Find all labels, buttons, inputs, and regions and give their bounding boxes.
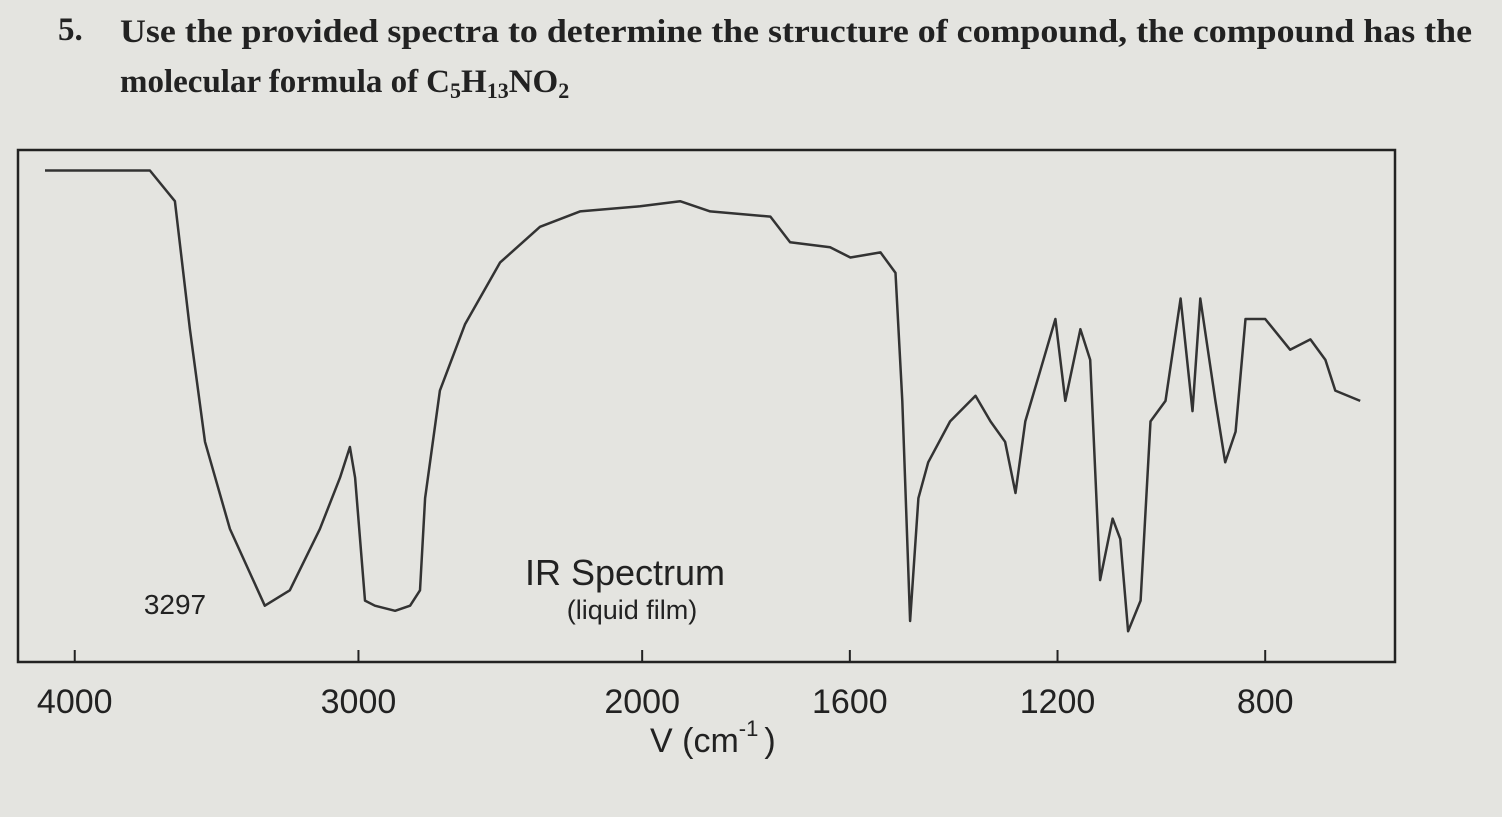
x-tick-label: 4000 <box>37 683 113 721</box>
question-number: 5. <box>58 12 83 48</box>
formula-part: C <box>426 64 450 100</box>
formula-part: H <box>461 64 487 100</box>
x-tick-label: 1200 <box>1020 683 1096 721</box>
x-tick-label: 1600 <box>812 683 888 721</box>
formula-part: O <box>533 64 559 100</box>
question-line: Use the provided spectra to determine th… <box>120 14 1472 50</box>
question-text: molecular formula of <box>120 64 419 100</box>
x-label-part: ) <box>764 722 775 760</box>
x-tick-label: 3000 <box>321 683 397 721</box>
x-axis-label: V (cm-1) <box>650 716 776 760</box>
x-tick-label: 800 <box>1237 683 1294 721</box>
x-tick-label: 2000 <box>604 683 680 721</box>
annotation: IR Spectrum <box>525 552 725 593</box>
formula-part: N <box>509 64 533 100</box>
question-line: molecular formula of C5H13NO2 <box>120 64 569 103</box>
formula-part: 5 <box>450 78 461 103</box>
formula-part: 13 <box>487 78 509 103</box>
formula-part: 2 <box>558 78 569 103</box>
spectrum-frame <box>16 148 1397 664</box>
annotation: 3297 <box>144 589 206 620</box>
x-label-part: V (cm <box>650 722 739 760</box>
spectrum-line <box>45 169 1361 633</box>
x-label-sup: -1 <box>739 716 759 741</box>
annotation: (liquid film) <box>567 595 698 625</box>
